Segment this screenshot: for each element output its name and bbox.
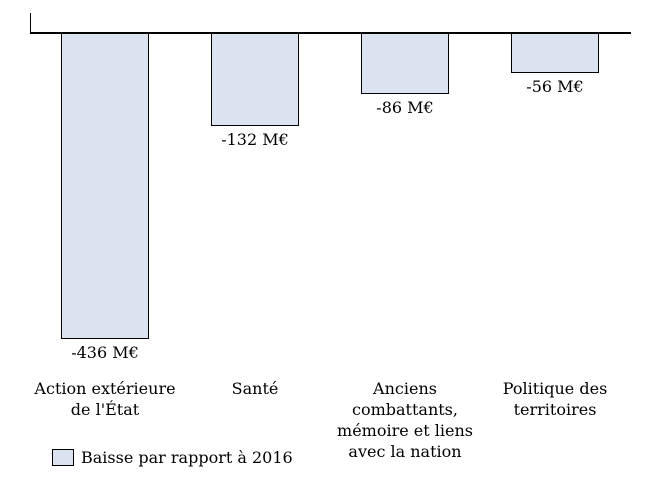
bar-value-label: -56 M€ [526, 77, 584, 96]
x-axis-line [30, 32, 631, 34]
bar-sante [211, 34, 299, 126]
bar-group-anciens-combattants: -86 M€ [330, 34, 480, 362]
y-axis-tick [30, 13, 31, 33]
bar-anciens-combattants [361, 34, 449, 94]
bar-value-label: -132 M€ [221, 130, 289, 149]
category-label-sante: Santé [231, 379, 279, 398]
category-label-anciens-combattants: Anciens combattants, mémoire et liens av… [337, 379, 473, 462]
category-axis-labels: Action extérieure de l'État Santé Ancien… [30, 378, 630, 462]
bar-value-label: -86 M€ [376, 98, 434, 117]
bar-action-exterieure [61, 34, 149, 339]
bar-group-sante: -132 M€ [180, 34, 330, 362]
bars-row: -436 M€ -132 M€ -86 M€ -56 M€ [30, 34, 630, 362]
bar-politique-territoires [511, 34, 599, 73]
bar-group-politique-territoires: -56 M€ [480, 34, 630, 362]
bar-value-label: -436 M€ [71, 343, 139, 362]
legend-swatch [52, 449, 74, 466]
category-label-politique-territoires: Politique des territoires [502, 379, 608, 420]
category-label-action-exterieure: Action extérieure de l'État [34, 379, 176, 420]
legend: Baisse par rapport à 2016 [52, 448, 293, 467]
legend-label: Baisse par rapport à 2016 [81, 448, 293, 467]
bar-group-action-exterieure: -436 M€ [30, 34, 180, 362]
